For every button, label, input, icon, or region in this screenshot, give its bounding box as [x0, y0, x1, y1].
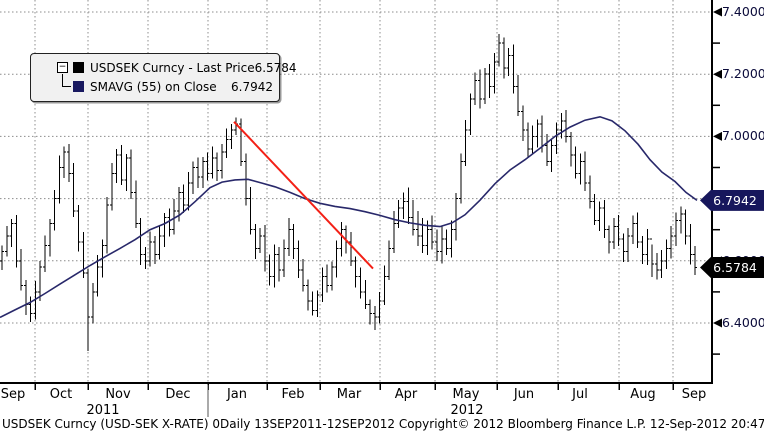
- legend-label: SMAVG (55) on Close: [90, 79, 217, 94]
- month-label: Oct: [49, 387, 73, 402]
- y-tick-label: 7.2000: [722, 66, 764, 82]
- y-tick-label: 7.0000: [722, 128, 764, 144]
- y-tick-label: 7.4000: [722, 4, 764, 19]
- y-axis-major-tick-arrow: [713, 131, 722, 141]
- y-axis-major-tick-arrow: [713, 7, 722, 17]
- month-label: Nov: [105, 387, 131, 402]
- legend-value: 6.7942: [231, 79, 273, 94]
- month-label: Dec: [165, 387, 191, 402]
- month-label: Sep: [681, 387, 707, 402]
- month-label: Aug: [630, 387, 656, 402]
- trendline: [233, 121, 374, 270]
- legend-item-smavg[interactable]: SMAVG (55) on Close 6.7942: [90, 78, 273, 95]
- month-label: May: [452, 387, 480, 402]
- legend-box[interactable]: − USDSEK Curncy - Last Price 6.5784 SMAV…: [30, 53, 297, 102]
- status-bar: USDSEK Curncy (USD-SEK X-RATE) 0Daily 13…: [2, 417, 764, 431]
- legend-value: 6.5784: [254, 60, 297, 75]
- legend-item-last-price[interactable]: USDSEK Curncy - Last Price 6.5784: [90, 59, 297, 76]
- month-label: Apr: [394, 387, 418, 402]
- month-label: Jun: [513, 387, 535, 402]
- month-label: Jul: [572, 387, 588, 402]
- last-price-tag: 6.5784: [700, 257, 764, 279]
- month-label: Jan: [226, 387, 248, 402]
- month-label: Feb: [281, 387, 305, 402]
- month-label: Mar: [336, 387, 362, 402]
- sma-price-tag: 6.7942: [700, 189, 764, 211]
- legend-collapse-icon[interactable]: −: [57, 62, 68, 73]
- month-label: Sep: [0, 387, 26, 402]
- legend-tree-connector-line: [62, 74, 71, 87]
- legend-label: USDSEK Curncy - Last Price: [90, 60, 255, 75]
- year-label: 2012: [450, 403, 484, 418]
- last-price-swatch-icon: [73, 62, 84, 73]
- y-axis-major-tick-arrow: [713, 69, 722, 79]
- y-axis-major-tick-arrow: [713, 318, 722, 328]
- y-tick-label: 6.4000: [722, 315, 764, 330]
- sma-swatch-icon: [73, 81, 84, 92]
- year-label: 2011: [86, 403, 120, 418]
- sma-line: [0, 115, 698, 319]
